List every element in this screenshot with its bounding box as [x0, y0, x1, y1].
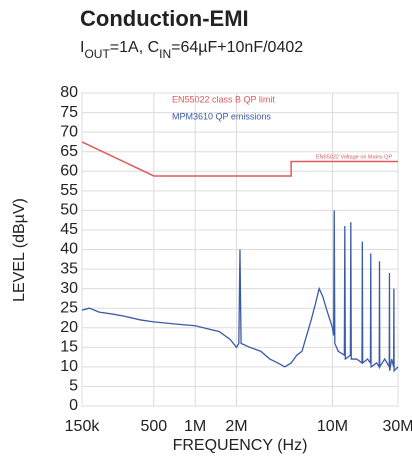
y-tick-label: 80 [60, 84, 78, 101]
y-axis-title: LEVEL (dBµV) [11, 198, 28, 302]
y-tick-label: 20 [60, 319, 78, 336]
chart-subtitle: IOUT=1A, CIN=64µF+10nF/0402 [80, 39, 303, 61]
y-tick-label: 70 [60, 123, 78, 140]
y-tick-label: 55 [60, 182, 78, 199]
y-tick-label: 0 [69, 397, 78, 414]
x-tick-label: 1M [184, 418, 206, 435]
subtitle-text: =64µF+10nF/0402 [171, 39, 303, 56]
legend-entry: EN55022 class B QP limit [172, 94, 275, 104]
x-tick-label: 500 [140, 418, 167, 435]
y-tick-label: 40 [60, 241, 78, 258]
y-tick-label: 5 [69, 378, 78, 395]
chart-title: Conduction-EMI [80, 6, 249, 31]
subscript: IN [159, 47, 171, 61]
subtitle-text: =1A, C [110, 39, 159, 56]
subscript: OUT [84, 47, 110, 61]
x-tick-label: 30M [382, 418, 412, 435]
y-tick-label: 50 [60, 202, 78, 219]
y-tick-label: 15 [60, 339, 78, 356]
x-tick-label: 10M [317, 418, 348, 435]
series-line [81, 141, 398, 177]
x-tick-label: 150k [65, 418, 101, 435]
y-tick-label: 25 [60, 299, 78, 316]
x-axis-title: FREQUENCY (Hz) [173, 437, 308, 454]
x-tick-label: 2M [225, 418, 247, 435]
y-tick-label: 45 [60, 221, 78, 238]
series-line [81, 210, 399, 373]
y-tick-label: 65 [60, 143, 78, 160]
y-tick-label: 60 [60, 162, 78, 179]
y-tick-label: 10 [60, 358, 78, 375]
annotation: EN55022 Voltage on Mains QP [316, 154, 392, 160]
y-tick-label: 30 [60, 280, 78, 297]
y-tick-label: 35 [60, 260, 78, 277]
legend-entry: MPM3610 QP emissions [172, 111, 271, 121]
subtitle-text: I [80, 39, 84, 56]
y-tick-label: 75 [60, 104, 78, 121]
